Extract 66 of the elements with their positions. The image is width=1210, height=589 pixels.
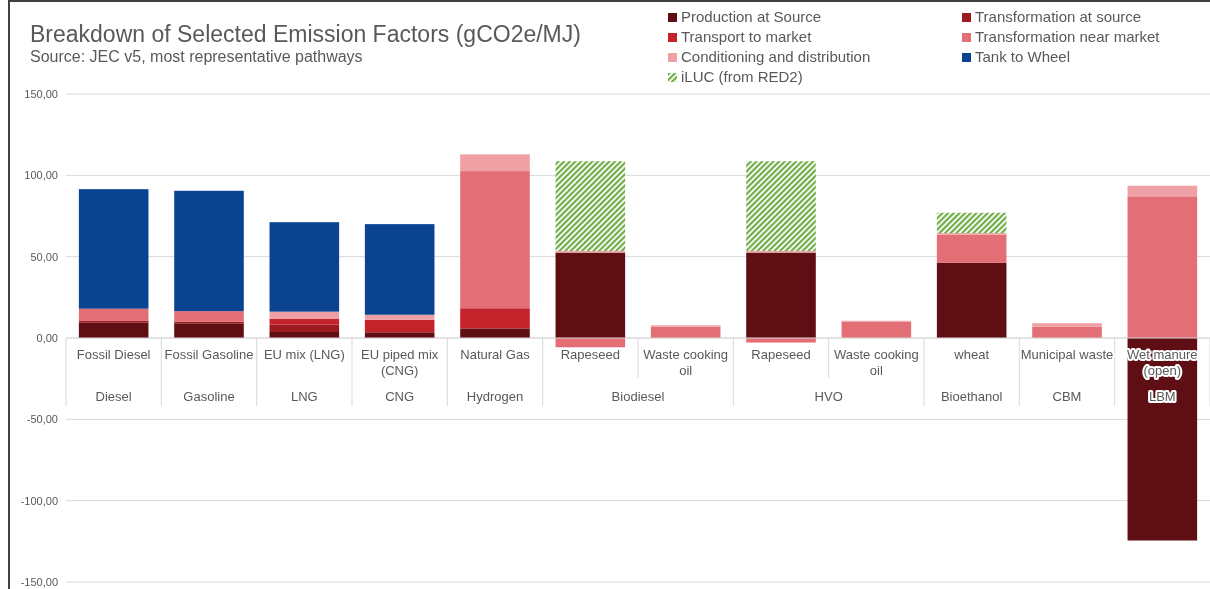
x-tick-label: Natural Gas	[460, 347, 531, 362]
annotation: Biodiesel	[611, 389, 665, 404]
annotation: Gasoline	[183, 389, 235, 404]
annotation: LBM	[1148, 389, 1176, 404]
bar	[78, 189, 149, 309]
legend-label: iLUC (from RED2)	[681, 68, 803, 85]
bar	[174, 311, 244, 322]
legend-label: Conditioning and distribution	[681, 48, 871, 65]
bar	[269, 318, 340, 325]
bar	[746, 252, 816, 338]
x-tick-label: EU piped mix (CNG)	[361, 347, 439, 378]
bar	[269, 311, 340, 319]
bar	[78, 308, 149, 321]
x-tick-label: Rapeseed	[560, 347, 620, 362]
annotation: CBM	[1052, 389, 1082, 404]
bar	[174, 190, 244, 312]
bar	[936, 234, 1007, 263]
legend-label: Transformation at source	[975, 8, 1142, 25]
annotation: CNG	[385, 389, 415, 404]
y-tick-label: -100,00	[20, 494, 58, 507]
legend-label: Transport to market	[681, 28, 813, 45]
bar	[1127, 185, 1198, 197]
bar	[936, 262, 1007, 338]
annotation: LNG	[290, 389, 318, 404]
x-tick-label: Rapeseed	[751, 347, 811, 362]
bar	[174, 323, 244, 338]
y-tick-label: 100,00	[24, 169, 58, 182]
bar	[269, 324, 340, 332]
bar	[936, 212, 1007, 234]
x-tick-label: Waste cooking oil	[643, 347, 729, 378]
annotation: Diesel	[95, 389, 132, 404]
bar	[555, 161, 626, 251]
bar	[78, 322, 149, 338]
x-tick-label: wheat	[953, 347, 990, 362]
x-tick-label: EU mix (LNG)	[263, 347, 345, 362]
bar	[364, 319, 435, 333]
bar	[555, 252, 626, 338]
bar	[1032, 323, 1102, 327]
bar	[364, 314, 435, 320]
y-tick-label: 0,00	[36, 331, 58, 344]
x-tick-label: Municipal waste	[1020, 347, 1114, 362]
legend-label: Production at Source	[681, 8, 822, 25]
y-tick-label: 50,00	[30, 250, 58, 263]
bar	[841, 321, 912, 338]
annotation: Hydrogen	[466, 389, 524, 404]
legend-label: Tank to Wheel	[975, 48, 1071, 65]
bar	[460, 171, 530, 309]
x-tick-label: Fossil Diesel	[76, 347, 151, 362]
bar	[746, 161, 816, 251]
y-tick-label: -150,00	[20, 575, 58, 588]
legend-label: Transformation near market	[975, 28, 1161, 45]
x-tick-label: Fossil Gasoline	[164, 347, 254, 362]
bar	[460, 308, 530, 329]
bar	[460, 154, 530, 172]
bar	[1032, 326, 1102, 338]
y-tick-label: 150,00	[24, 87, 58, 100]
bar	[1127, 196, 1198, 338]
bar	[269, 222, 340, 312]
chart-subtitle: Source: JEC v5, most representative pathways	[30, 48, 363, 65]
x-tick-label: Waste cooking oil	[833, 347, 919, 378]
y-tick-label: -50,00	[26, 413, 58, 426]
annotation: HVO	[814, 389, 843, 404]
annotation: Bioethanol	[940, 389, 1003, 404]
bar	[364, 224, 435, 315]
chart-title: Breakdown of Selected Emission Factors (gCO2e/MJ)	[30, 21, 581, 47]
bar	[460, 328, 530, 338]
